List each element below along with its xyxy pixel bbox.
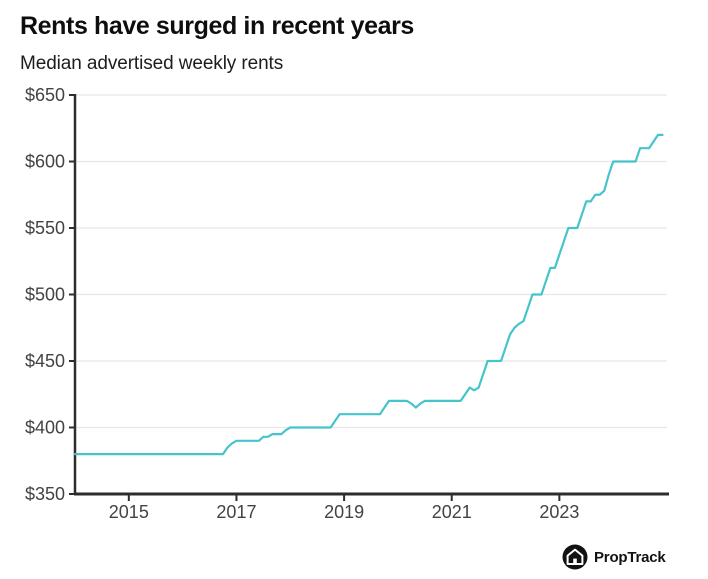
page-title: Rents have surged in recent years (20, 12, 414, 40)
y-tick-label-450: $450 (25, 351, 65, 371)
y-tick-label-400: $400 (25, 418, 65, 438)
y-tick-label-550: $550 (25, 218, 65, 238)
chart-subtitle: Median advertised weekly rents (20, 53, 284, 74)
brand-name: PropTrack (594, 548, 666, 566)
median-rent-line-series (73, 133, 664, 456)
x-tick-label-2021: 2021 (432, 502, 472, 522)
house-in-circle-icon (562, 544, 588, 570)
x-tick-label-2019: 2019 (324, 502, 364, 522)
y-tick-label-650: $650 (25, 85, 65, 105)
x-tick-label-2015: 2015 (109, 502, 149, 522)
proptrack-logo: PropTrack (562, 544, 666, 570)
y-tick-label-500: $500 (25, 285, 65, 305)
x-tick-label-2023: 2023 (539, 502, 579, 522)
x-tick-label-2017: 2017 (216, 502, 256, 522)
y-tick-label-350: $350 (25, 484, 65, 504)
y-tick-label-600: $600 (25, 152, 65, 172)
